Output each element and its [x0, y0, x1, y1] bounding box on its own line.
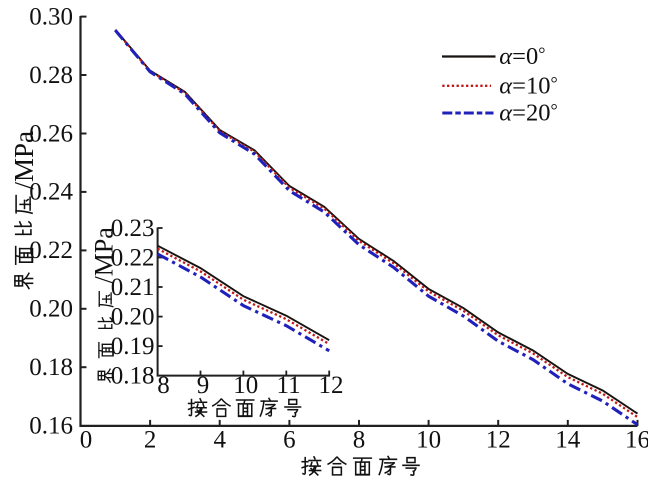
- svg-text:10: 10: [233, 372, 258, 399]
- svg-text:0.28: 0.28: [29, 62, 73, 89]
- svg-text:0.19: 0.19: [111, 333, 155, 360]
- svg-text:0.21: 0.21: [111, 274, 155, 301]
- svg-text:11: 11: [277, 372, 301, 399]
- svg-text:0.20: 0.20: [111, 304, 155, 331]
- svg-text:0.30: 0.30: [29, 3, 73, 30]
- svg-text:0.22: 0.22: [29, 237, 73, 264]
- svg-text:6: 6: [283, 427, 296, 454]
- svg-text:12: 12: [486, 427, 511, 454]
- svg-text:α=0°: α=0°: [499, 43, 545, 70]
- svg-text:0.18: 0.18: [29, 354, 73, 381]
- svg-text:8: 8: [157, 372, 170, 399]
- svg-text:16: 16: [625, 427, 648, 454]
- svg-text:9: 9: [197, 372, 210, 399]
- svg-text:4: 4: [213, 427, 226, 454]
- svg-text:10: 10: [416, 427, 441, 454]
- svg-text:0: 0: [80, 427, 93, 454]
- svg-text:12: 12: [319, 372, 344, 399]
- svg-text:0.20: 0.20: [29, 296, 73, 323]
- svg-text:/MPa: /MPa: [90, 227, 119, 284]
- svg-text:0.23: 0.23: [111, 215, 155, 242]
- svg-text:0.24: 0.24: [29, 179, 73, 206]
- svg-text:14: 14: [555, 427, 581, 454]
- svg-text:0.26: 0.26: [29, 120, 73, 147]
- svg-text:0.16: 0.16: [29, 413, 73, 440]
- svg-text:2: 2: [144, 427, 157, 454]
- svg-text:0.22: 0.22: [111, 244, 155, 271]
- svg-text:8: 8: [353, 427, 366, 454]
- svg-text:α=10°: α=10°: [499, 72, 557, 99]
- svg-text:α=20°: α=20°: [499, 100, 557, 127]
- svg-text:/MPa: /MPa: [9, 131, 39, 190]
- svg-text:0.18: 0.18: [111, 363, 155, 390]
